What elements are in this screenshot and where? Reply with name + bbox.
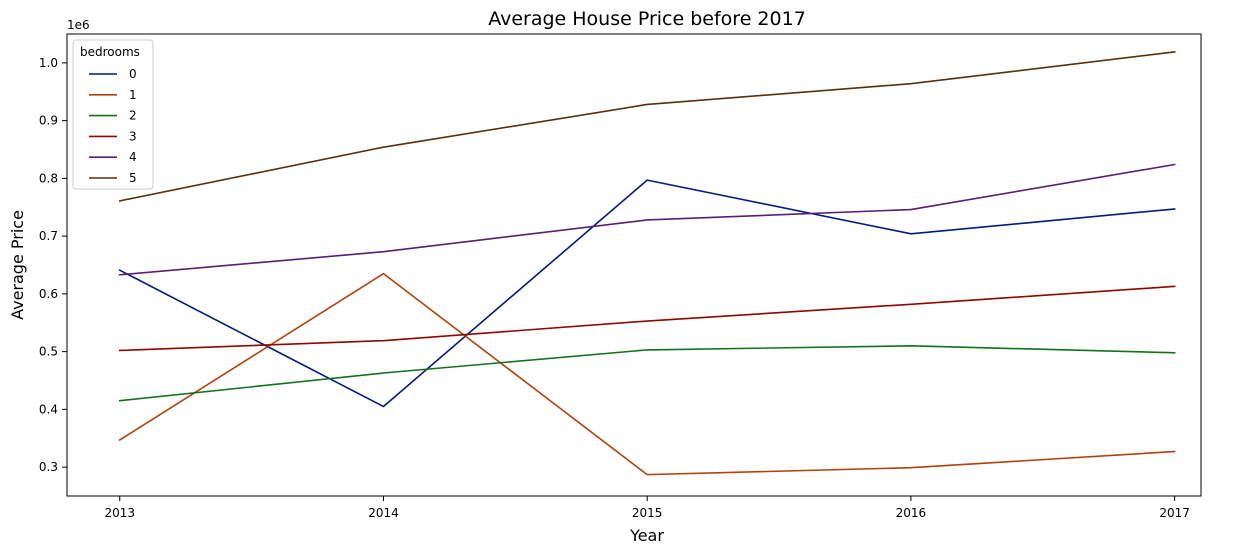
legend: bedrooms 0 1 2 3 4 5: [72, 39, 154, 190]
x-tick-label: 2013: [104, 506, 135, 520]
y-tick-label: 0.5: [39, 345, 58, 359]
y-tick-label: 0.7: [39, 229, 58, 243]
series-line-4: [118, 163, 1176, 276]
x-axis-title: Year: [629, 526, 664, 545]
series-line-0: [118, 179, 1176, 408]
x-tick-label: 2015: [632, 506, 663, 520]
y-tick-label: 0.8: [39, 171, 58, 185]
x-tick-label: 2014: [368, 506, 399, 520]
x-tick-label: 2016: [896, 506, 927, 520]
y-axis-ticks: 0.3 0.4 0.5 0.6 0.7 0.8 0.9 1.0: [39, 56, 67, 474]
legend-label-3: 3: [129, 129, 137, 143]
series-line-2: [118, 345, 1176, 402]
plot-area-frame: [66, 33, 1202, 497]
legend-label-0: 0: [129, 67, 137, 81]
series-line-3: [118, 285, 1176, 352]
y-tick-label: 0.3: [39, 460, 58, 474]
legend-entries: 0 1 2 3 4 5: [89, 67, 137, 185]
legend-label-4: 4: [129, 150, 137, 164]
series-line-5: [118, 51, 1176, 202]
legend-frame: [72, 39, 154, 190]
y-tick-label: 0.9: [39, 114, 58, 128]
legend-label-5: 5: [129, 171, 137, 185]
legend-label-2: 2: [129, 109, 137, 123]
series-lines: [118, 51, 1176, 476]
y-tick-label: 0.6: [39, 287, 58, 301]
series-line-1: [118, 272, 1176, 476]
y-axis-title: Average Price: [8, 210, 27, 320]
x-tick-label: 2017: [1159, 506, 1190, 520]
y-tick-label: 1.0: [39, 56, 58, 70]
x-axis-ticks: 2013 2014 2015 2016 2017: [104, 496, 1190, 520]
y-offset-label: 1e6: [67, 18, 90, 32]
y-tick-label: 0.4: [39, 402, 58, 416]
legend-label-1: 1: [129, 88, 137, 102]
legend-title: bedrooms: [80, 45, 140, 59]
chart-title: Average House Price before 2017: [488, 8, 806, 30]
